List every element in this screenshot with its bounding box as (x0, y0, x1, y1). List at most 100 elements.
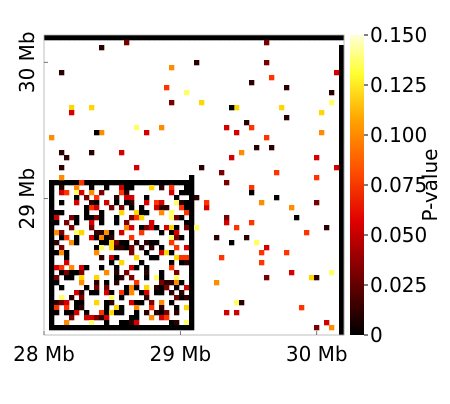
heatmap-cell (84, 325, 90, 331)
colorbar-tick-label: 0.125 (370, 73, 427, 97)
heatmap-cell (189, 225, 195, 231)
heatmap-cell (99, 45, 105, 51)
heatmap-cell (179, 235, 185, 241)
heatmap-cell (174, 325, 180, 331)
heatmap-cell (64, 305, 70, 311)
heatmap-cell (189, 320, 195, 326)
heatmap-cell (174, 195, 180, 201)
heatmap-cell (149, 325, 155, 331)
heatmap-cell (59, 180, 65, 186)
heatmap-cell (74, 185, 80, 191)
heatmap-cell (139, 230, 145, 236)
heatmap-cell (159, 270, 165, 276)
heatmap-cell (124, 325, 130, 331)
heatmap-cell (339, 290, 345, 296)
heatmap-cell (339, 55, 345, 61)
heatmap-cell (129, 185, 135, 191)
heatmap-cell (114, 275, 120, 281)
heatmap-cell (149, 245, 155, 251)
heatmap-cell (104, 185, 110, 191)
heatmap-cell (104, 325, 110, 331)
heatmap-cell (119, 205, 125, 211)
heatmap-cell (174, 310, 180, 316)
heatmap-cell (54, 300, 60, 306)
heatmap-cell (124, 190, 130, 196)
heatmap-cell (189, 270, 195, 276)
heatmap-cell (134, 300, 140, 306)
heatmap-cell (169, 230, 175, 236)
heatmap-cell (179, 35, 185, 41)
heatmap-cell (49, 275, 55, 281)
heatmap-cell (134, 285, 140, 291)
heatmap-cell (89, 105, 95, 111)
heatmap-cell (99, 220, 105, 226)
heatmap-cell (54, 220, 60, 226)
heatmap-cell (154, 310, 160, 316)
heatmap-cell (79, 190, 85, 196)
heatmap-cell (164, 180, 170, 186)
heatmap-cell (129, 235, 135, 241)
heatmap-cell (259, 250, 265, 256)
heatmap-cell (184, 285, 190, 291)
heatmap-cell (154, 205, 160, 211)
heatmap-cell (164, 225, 170, 231)
heatmap-cell (114, 215, 120, 221)
heatmap-cell (59, 325, 65, 331)
heatmap-cell (84, 35, 90, 41)
heatmap-cell (339, 280, 345, 286)
heatmap-cell (49, 265, 55, 271)
heatmap-cell (339, 160, 345, 166)
heatmap-cell (234, 35, 240, 41)
heatmap-cell (159, 125, 165, 131)
colorbar-tick-label: 0.100 (370, 123, 427, 147)
heatmap-cell (124, 240, 130, 246)
heatmap-cell (339, 310, 345, 316)
heatmap-cell (154, 275, 160, 281)
heatmap-cell (84, 310, 90, 316)
heatmap-cell (169, 190, 175, 196)
heatmap-cell (154, 35, 160, 41)
heatmap-cell (169, 35, 175, 41)
heatmap-cell (304, 35, 310, 41)
heatmap-cell (79, 295, 85, 301)
heatmap-cell (59, 175, 65, 181)
heatmap-cell (144, 200, 150, 206)
heatmap-cell (184, 305, 190, 311)
heatmap-cell (339, 265, 345, 271)
heatmap-cell (49, 190, 55, 196)
heatmap-cell (124, 245, 130, 251)
heatmap-cell (54, 35, 60, 41)
heatmap-cell (144, 325, 150, 331)
heatmap-cell (339, 70, 345, 76)
heatmap-cell (139, 325, 145, 331)
heatmap-cell (64, 35, 70, 41)
heatmap-cells (44, 35, 345, 336)
heatmap-cell (104, 240, 110, 246)
heatmap-cell (339, 250, 345, 256)
heatmap-cell (89, 315, 95, 321)
heatmap-cell (74, 35, 80, 41)
heatmap-cell (54, 240, 60, 246)
heatmap-cell (124, 195, 130, 201)
heatmap-cell (154, 180, 160, 186)
heatmap-cell (229, 155, 235, 161)
heatmap-cell (114, 245, 120, 251)
heatmap-cell (94, 195, 100, 201)
heatmap-cell (149, 255, 155, 261)
heatmap-cell (169, 280, 175, 286)
heatmap-cell (189, 280, 195, 286)
heatmap-cell (99, 35, 105, 41)
heatmap-cell (154, 225, 160, 231)
heatmap-cell (119, 180, 125, 186)
heatmap-cell (134, 240, 140, 246)
heatmap-cell (339, 300, 345, 306)
heatmap-cell (164, 35, 170, 41)
heatmap-cell (194, 35, 200, 41)
heatmap-cell (249, 35, 255, 41)
heatmap-cell (99, 230, 105, 236)
heatmap-cell (94, 230, 100, 236)
heatmap-cell (134, 210, 140, 216)
heatmap-cell (129, 225, 135, 231)
heatmap-cell (129, 205, 135, 211)
heatmap-cell (104, 315, 110, 321)
